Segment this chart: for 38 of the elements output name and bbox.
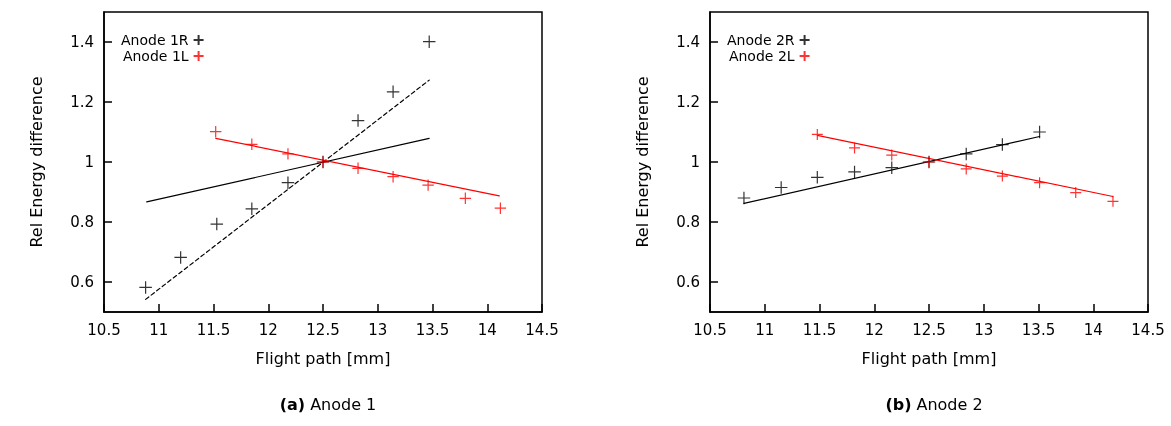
x-tick-label: 12.5 xyxy=(912,320,946,339)
x-tick-label: 14.5 xyxy=(1131,320,1165,339)
x-tick-label: 12.5 xyxy=(306,320,340,339)
x-tick-label: 10.5 xyxy=(87,320,121,339)
x-tick-label: 13 xyxy=(974,320,994,339)
y-tick-label: 1.4 xyxy=(70,33,94,51)
y-tick-label: 1 xyxy=(690,153,700,171)
x-tick-label: 12 xyxy=(864,320,884,339)
x-tick-label: 11 xyxy=(149,320,169,339)
legend-label: Anode 1R xyxy=(120,32,189,48)
y-tick-label: 0.6 xyxy=(70,273,94,291)
y-axis-title: Rel Energy difference xyxy=(632,76,652,248)
y-tick-label: 1.2 xyxy=(676,93,700,111)
x-axis-title: Flight path [mm] xyxy=(861,348,997,368)
y-tick-label: 1.2 xyxy=(70,93,94,111)
x-tick-label: 14 xyxy=(477,320,497,339)
x-tick-label: 10.5 xyxy=(693,320,727,339)
x-tick-label: 11.5 xyxy=(196,320,231,339)
x-tick-label: 11 xyxy=(755,320,775,339)
x-tick-label: 14.5 xyxy=(525,320,559,339)
x-tick-label: 11.5 xyxy=(802,320,837,339)
y-tick-label: 1.4 xyxy=(676,33,700,51)
x-tick-label: 13.5 xyxy=(1021,320,1056,339)
legend-label: Anode 2L xyxy=(728,48,795,64)
legend-label: Anode 1L xyxy=(122,48,189,64)
text: (b) Anode 2 xyxy=(885,394,983,414)
x-tick-label: 14 xyxy=(1083,320,1103,339)
y-tick-label: 0.8 xyxy=(676,213,700,231)
y-tick-label: 0.6 xyxy=(676,273,700,291)
y-tick-label: 1 xyxy=(84,153,94,171)
y-axis-title: Rel Energy difference xyxy=(26,76,46,248)
x-tick-label: 12 xyxy=(258,320,278,339)
x-axis-title: Flight path [mm] xyxy=(255,348,391,368)
y-tick-label: 0.8 xyxy=(70,213,94,231)
text: (a) Anode 1 xyxy=(279,394,377,414)
legend-label: Anode 2R xyxy=(726,32,795,48)
x-tick-label: 13 xyxy=(368,320,388,339)
x-tick-label: 13.5 xyxy=(415,320,450,339)
